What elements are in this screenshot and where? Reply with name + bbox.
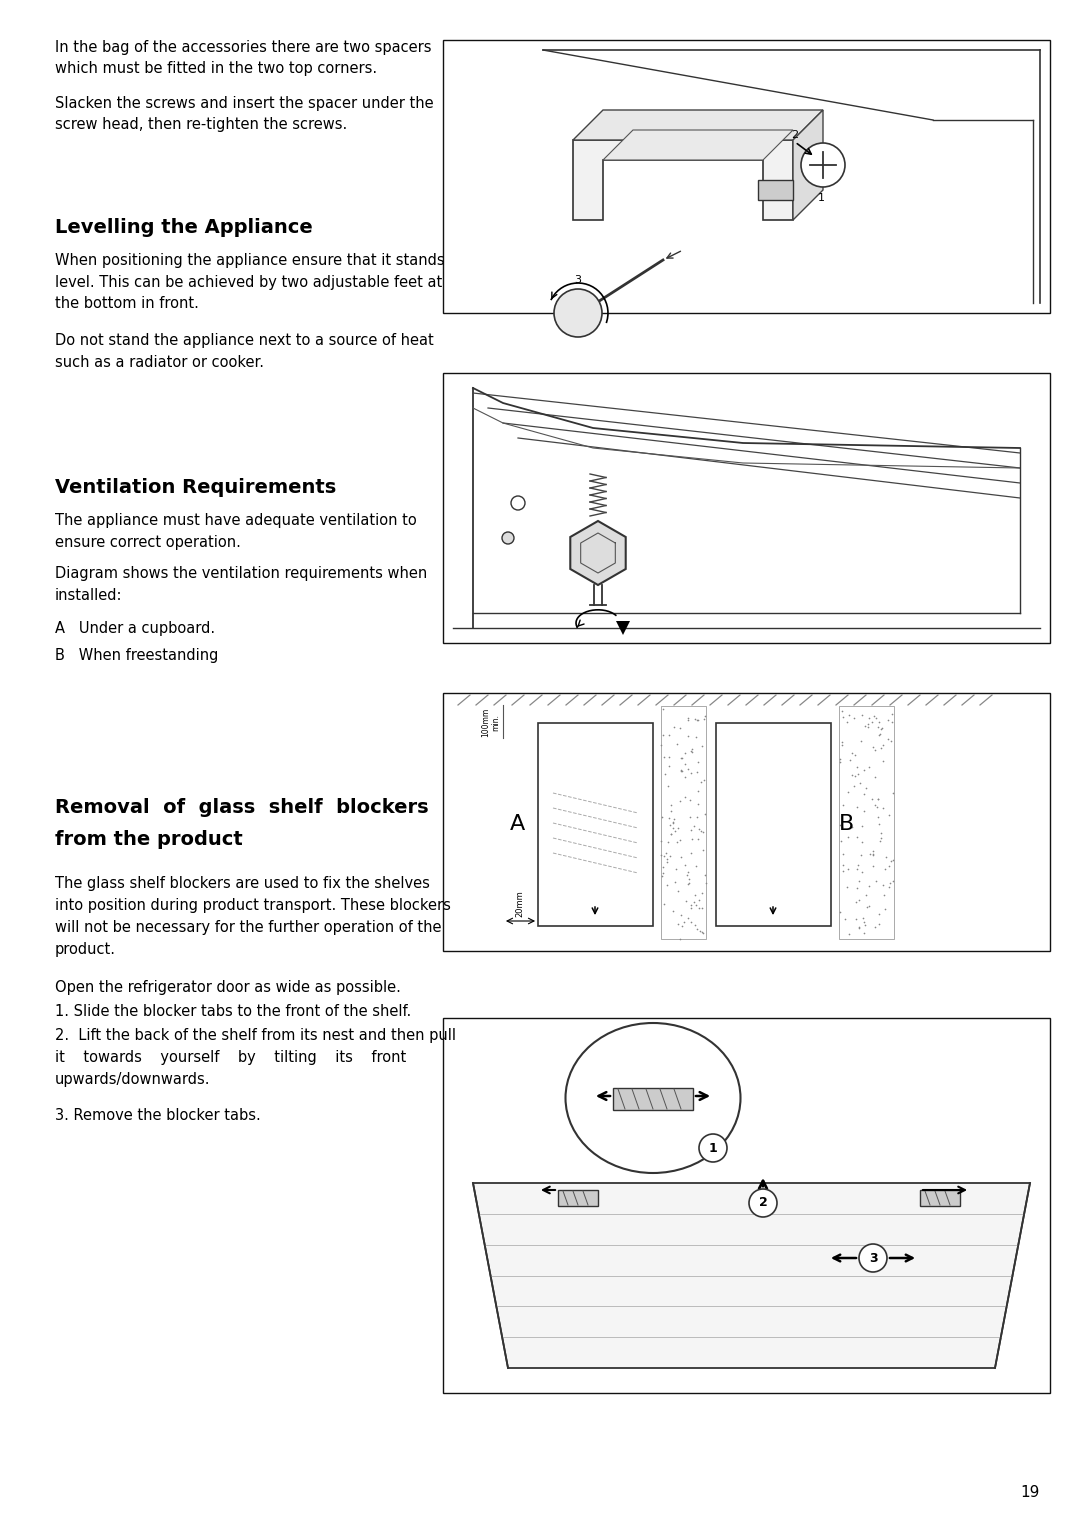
- Circle shape: [502, 532, 514, 544]
- Bar: [758, 180, 793, 200]
- Text: 19: 19: [1021, 1485, 1040, 1500]
- Polygon shape: [573, 110, 823, 141]
- Text: Diagram shows the ventilation requirements when
installed:: Diagram shows the ventilation requiremen…: [55, 565, 428, 602]
- Text: Removal  of  glass  shelf  blockers: Removal of glass shelf blockers: [55, 798, 429, 817]
- Polygon shape: [616, 620, 630, 636]
- Bar: [613, 1088, 693, 1109]
- Text: 100mm
min.: 100mm min.: [482, 707, 501, 736]
- Circle shape: [801, 144, 845, 186]
- Text: Levelling the Appliance: Levelling the Appliance: [55, 219, 313, 237]
- Text: 2: 2: [792, 130, 798, 141]
- Ellipse shape: [566, 1024, 741, 1174]
- Bar: [661, 706, 706, 940]
- Circle shape: [750, 1189, 777, 1216]
- Circle shape: [859, 1244, 887, 1271]
- Text: Do not stand the appliance next to a source of heat
such as a radiator or cooker: Do not stand the appliance next to a sou…: [55, 333, 434, 370]
- Text: 2.  Lift the back of the shelf from its nest and then pull: 2. Lift the back of the shelf from its n…: [55, 1028, 456, 1044]
- Circle shape: [511, 497, 525, 510]
- Text: 20mm: 20mm: [515, 891, 525, 917]
- Bar: [443, 40, 1050, 313]
- Text: Slacken the screws and insert the spacer under the
screw head, then re-tighten t: Slacken the screws and insert the spacer…: [55, 96, 434, 131]
- Text: 3: 3: [575, 275, 581, 286]
- Text: The appliance must have adequate ventilation to
ensure correct operation.: The appliance must have adequate ventila…: [55, 513, 417, 550]
- Text: B: B: [839, 814, 854, 834]
- Text: Ventilation Requirements: Ventilation Requirements: [55, 478, 336, 497]
- Text: A: A: [510, 814, 525, 834]
- Text: In the bag of the accessories there are two spacers
which must be fitted in the : In the bag of the accessories there are …: [55, 40, 432, 76]
- Text: The glass shelf blockers are used to fix the shelves: The glass shelf blockers are used to fix…: [55, 876, 430, 891]
- Circle shape: [699, 1134, 727, 1161]
- Polygon shape: [573, 141, 793, 220]
- Text: from the product: from the product: [55, 830, 243, 850]
- Text: it    towards    yourself    by    tilting    its    front: it towards yourself by tilting its front: [55, 1050, 406, 1065]
- Text: B   When freestanding: B When freestanding: [55, 648, 218, 663]
- Bar: [558, 1190, 598, 1206]
- Circle shape: [554, 289, 602, 338]
- Text: When positioning the appliance ensure that it stands
level. This can be achieved: When positioning the appliance ensure th…: [55, 254, 445, 312]
- Text: into position during product transport. These blockers: into position during product transport. …: [55, 898, 450, 914]
- Bar: [443, 1018, 1050, 1394]
- Bar: [920, 1190, 960, 1206]
- Text: 2: 2: [758, 1196, 768, 1210]
- Text: 3: 3: [868, 1251, 877, 1265]
- Bar: [839, 706, 894, 940]
- Polygon shape: [570, 521, 625, 585]
- Polygon shape: [603, 130, 793, 160]
- Bar: [716, 723, 831, 926]
- Polygon shape: [473, 1183, 1030, 1368]
- Text: A   Under a cupboard.: A Under a cupboard.: [55, 620, 215, 636]
- Text: Open the refrigerator door as wide as possible.: Open the refrigerator door as wide as po…: [55, 979, 401, 995]
- Text: product.: product.: [55, 941, 116, 957]
- Text: 1: 1: [708, 1141, 717, 1155]
- Text: will not be necessary for the further operation of the: will not be necessary for the further op…: [55, 920, 442, 935]
- Text: 1: 1: [818, 193, 824, 203]
- Polygon shape: [793, 110, 823, 220]
- Text: 3. Remove the blocker tabs.: 3. Remove the blocker tabs.: [55, 1108, 260, 1123]
- Bar: [443, 694, 1050, 950]
- Text: 1. Slide the blocker tabs to the front of the shelf.: 1. Slide the blocker tabs to the front o…: [55, 1004, 411, 1019]
- Bar: [443, 373, 1050, 643]
- Text: upwards/downwards.: upwards/downwards.: [55, 1073, 211, 1086]
- Bar: [538, 723, 653, 926]
